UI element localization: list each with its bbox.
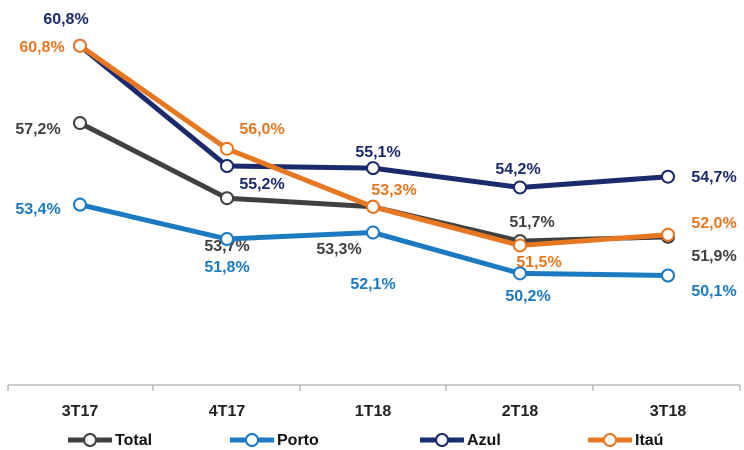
legend-label: Porto	[277, 432, 319, 449]
legend-marker	[603, 433, 617, 447]
data-label: 50,2%	[505, 288, 550, 305]
point-marker	[661, 268, 675, 283]
data-label: 54,7%	[691, 169, 736, 186]
point-marker	[513, 238, 527, 253]
data-label: 51,9%	[691, 248, 736, 265]
data-label: 51,5%	[516, 254, 561, 271]
point-marker	[366, 225, 380, 240]
point-marker	[220, 141, 234, 156]
point-marker	[220, 232, 234, 246]
data-label: 50,1%	[691, 283, 736, 300]
legend-label: Azul	[467, 432, 501, 449]
data-label: 55,2%	[239, 176, 284, 193]
data-label: 52,0%	[691, 215, 736, 232]
point-marker	[513, 180, 527, 195]
point-marker	[220, 159, 234, 173]
data-label: 60,8%	[43, 11, 88, 28]
data-label: 53,3%	[316, 241, 361, 258]
x-tick-label: 3T17	[62, 403, 99, 420]
data-label: 51,7%	[509, 214, 554, 231]
x-tick-label: 4T17	[209, 403, 246, 420]
point-marker	[366, 199, 380, 214]
data-label: 51,8%	[204, 259, 249, 276]
point-marker	[220, 191, 234, 206]
x-tick-label: 2T18	[502, 403, 539, 420]
legend-marker	[435, 433, 449, 447]
data-label: 55,1%	[355, 144, 400, 161]
data-label: 54,2%	[495, 161, 540, 178]
data-label: 53,3%	[371, 182, 416, 199]
x-tick-label: 3T18	[650, 403, 687, 420]
data-label: 56,0%	[239, 121, 284, 138]
point-marker	[513, 266, 527, 281]
data-label: 53,4%	[15, 201, 60, 218]
legend-marker	[83, 433, 97, 447]
legend-label: Total	[115, 432, 152, 449]
point-marker	[73, 38, 87, 53]
point-marker	[661, 169, 675, 184]
data-label: 57,2%	[15, 121, 60, 138]
data-label: 60,8%	[19, 39, 64, 56]
data-label: 53,7%	[204, 238, 249, 255]
point-marker	[661, 227, 675, 242]
point-marker	[73, 116, 87, 131]
legend-marker	[245, 433, 259, 447]
x-tick-label: 1T18	[355, 403, 392, 420]
point-marker	[73, 197, 87, 212]
data-label: 52,1%	[350, 276, 395, 293]
legend-label: Itaú	[635, 432, 663, 449]
point-marker	[366, 161, 380, 176]
